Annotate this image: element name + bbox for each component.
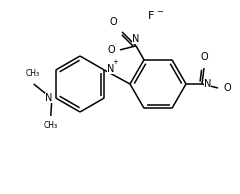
Text: O: O xyxy=(107,45,115,55)
Text: CH₃: CH₃ xyxy=(26,69,40,78)
Text: F: F xyxy=(148,11,154,21)
Text: N: N xyxy=(204,79,211,89)
Text: −: − xyxy=(156,8,163,16)
Text: +: + xyxy=(112,59,118,65)
Text: CH₃: CH₃ xyxy=(44,121,58,130)
Text: O: O xyxy=(200,52,208,62)
Text: N: N xyxy=(45,93,53,103)
Text: O: O xyxy=(223,83,231,93)
Text: N: N xyxy=(107,64,115,74)
Text: N: N xyxy=(132,34,140,44)
Text: O: O xyxy=(109,17,117,27)
